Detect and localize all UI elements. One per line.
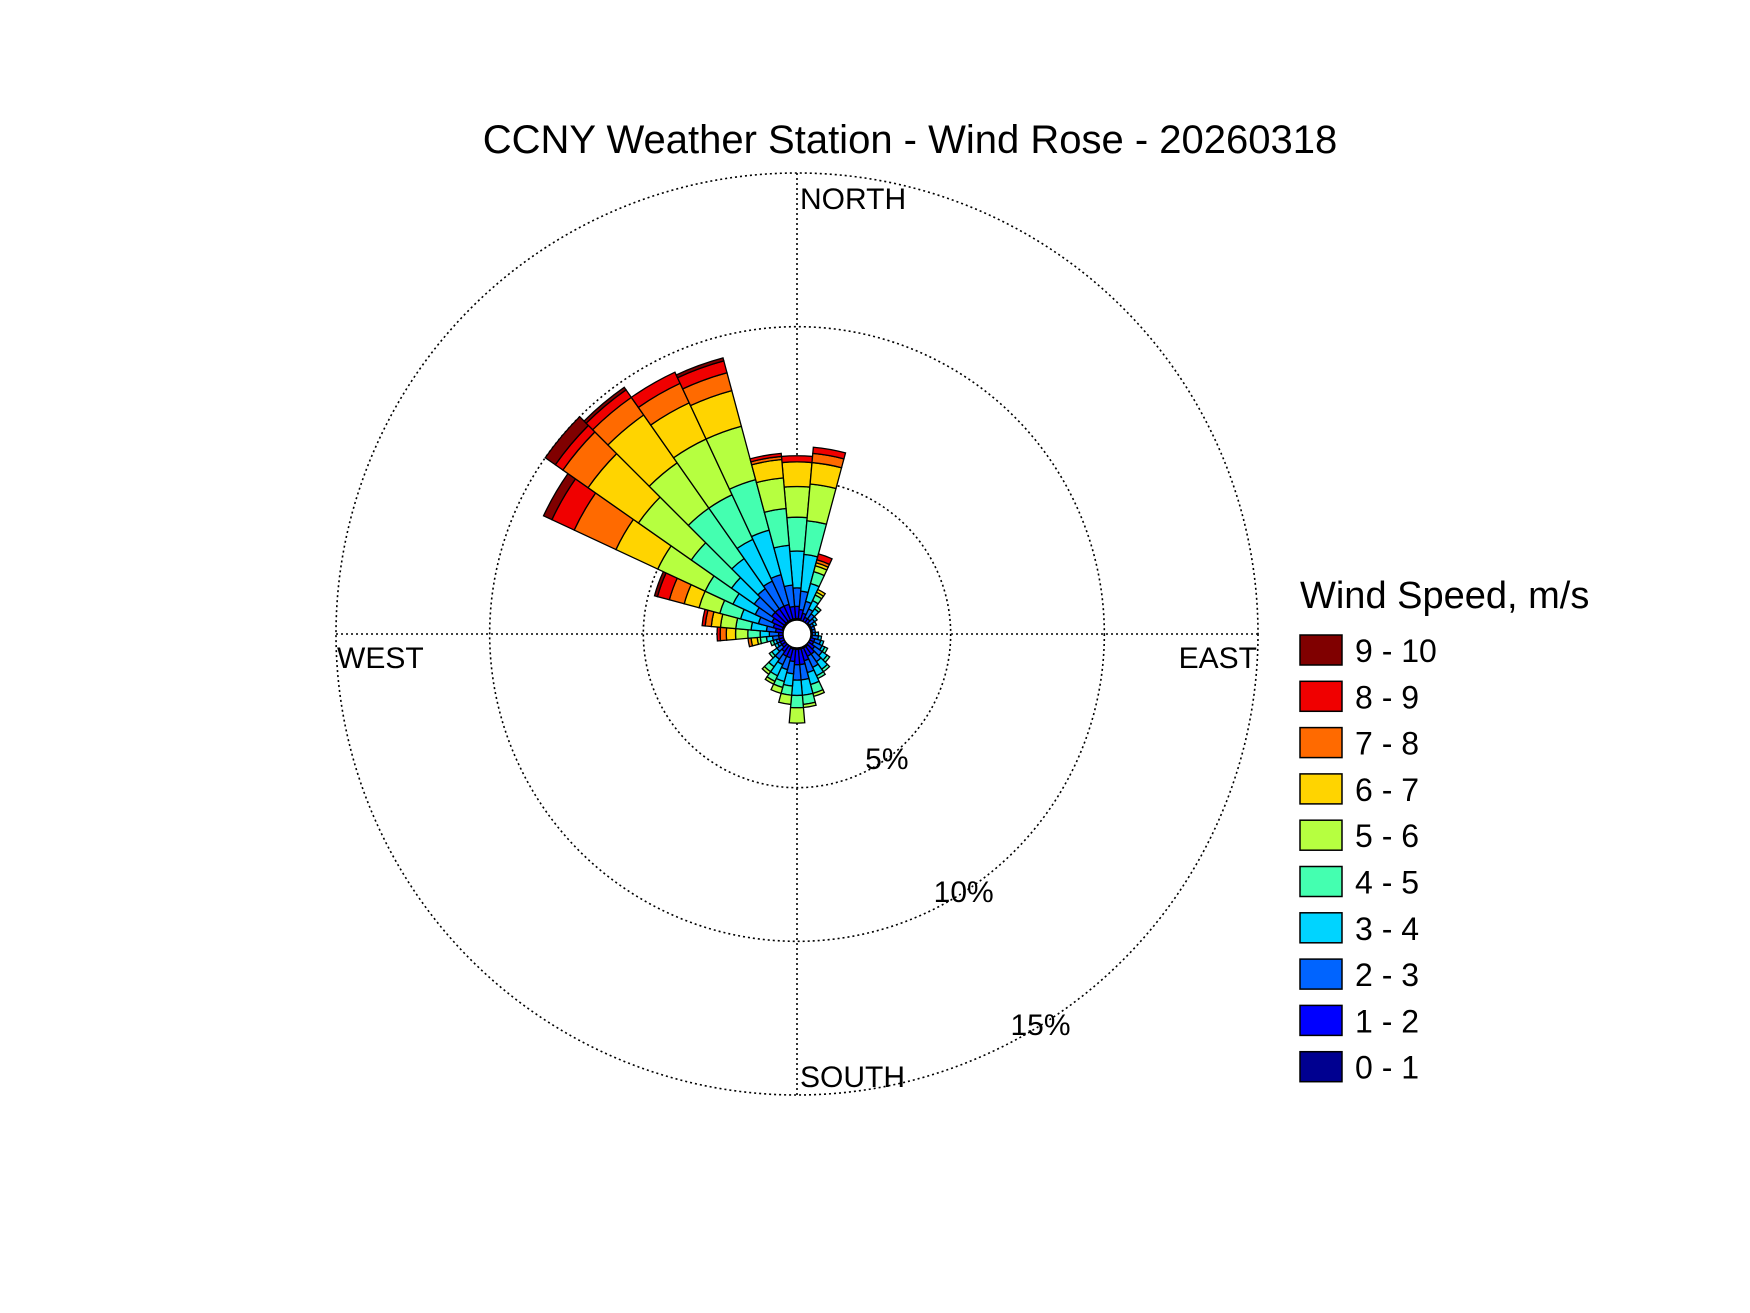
- legend-swatch: [1299, 1004, 1343, 1037]
- legend-label: 1 - 2: [1355, 1003, 1419, 1039]
- grid-ring-10: [488, 325, 1106, 943]
- petal-segment-dir30-bin6: [815, 588, 827, 598]
- petal-segment-dir180-bin5: [788, 706, 806, 724]
- petal-segment-dir40-bin4: [813, 605, 822, 614]
- petal-segment-dir270-bin5: [734, 627, 749, 641]
- legend-title: Wind Speed, m/s: [1300, 575, 1589, 617]
- petal-segment-dir260-bin7: [747, 637, 754, 648]
- east-label: EAST: [1179, 642, 1257, 675]
- west-label: WEST: [337, 642, 424, 675]
- legend: Wind Speed, m/s 9 - 10 8 - 9 7 - 8 6 - 7 5 -…: [1299, 575, 1589, 1086]
- legend-label: 4 - 5: [1355, 865, 1419, 901]
- petal-segment-dir10-bin4: [803, 520, 828, 558]
- legend-swatch: [1299, 819, 1343, 851]
- petal-segment-dir0-bin8: [780, 455, 814, 464]
- petal-segment-dir270-bin7: [719, 626, 728, 642]
- legend-label: 5 - 6: [1355, 818, 1419, 854]
- legend-swatch: [1299, 680, 1343, 713]
- radial-tick-label: 5%: [865, 743, 908, 776]
- legend-swatch: [1299, 1050, 1343, 1083]
- legend-swatch: [1299, 634, 1343, 666]
- wind-petals: [542, 357, 847, 724]
- petal-segment-dir20-bin8: [816, 553, 833, 566]
- petal-segment-dir350-bin8: [749, 452, 783, 463]
- legend-label: 2 - 3: [1355, 957, 1419, 993]
- legend-label: 3 - 4: [1355, 911, 1419, 947]
- petal-segment-dir330-bin8: [630, 371, 681, 409]
- radial-tick-labels: 5% 10% 15%: [865, 743, 1070, 1042]
- petal-segment-dir310-bin9: [544, 415, 590, 466]
- petal-segment-dir200-bin5: [770, 683, 784, 695]
- petal-segment-dir270-bin8: [716, 626, 722, 642]
- legend-swatch: [1299, 726, 1343, 759]
- radial-tick-label: 15%: [1010, 1009, 1070, 1042]
- petal-segment-dir10-bin8: [812, 446, 847, 460]
- petal-segment-dir220-bin5: [761, 665, 772, 676]
- radial-tick-label: 10%: [934, 876, 994, 909]
- center-calm-circle: [782, 619, 812, 649]
- legend-swatch: [1299, 958, 1343, 990]
- petal-segment-dir320-bin9: [583, 386, 627, 425]
- petal-segment-dir0-bin5: [783, 485, 811, 519]
- legend-swatch: [1299, 773, 1343, 805]
- petal-segment-dir60-bin3: [811, 620, 818, 628]
- petal-segment-dir190-bin5: [777, 692, 793, 706]
- petal-segment-dir10-bin5: [806, 483, 837, 525]
- petal-segment-dir230-bin4: [768, 650, 777, 659]
- petal-segment-dir50-bin3: [811, 615, 819, 623]
- south-label: SOUTH: [800, 1061, 905, 1094]
- petal-segment-dir270-bin6: [725, 627, 737, 641]
- legend-label: 9 - 10: [1355, 633, 1437, 669]
- chart-title: CCNY Weather Station - Wind Rose - 20260…: [483, 118, 1338, 162]
- legend-label: 7 - 8: [1355, 726, 1419, 762]
- legend-label: 6 - 7: [1355, 772, 1419, 808]
- grid-ring-5: [642, 479, 952, 789]
- petal-segment-dir180-bin4: [789, 694, 805, 709]
- legend-swatch: [1299, 912, 1343, 944]
- legend-label: 0 - 1: [1355, 1050, 1419, 1086]
- north-label: NORTH: [800, 183, 906, 216]
- petal-segment-dir340-bin9: [675, 357, 725, 379]
- legend-swatch: [1299, 865, 1343, 898]
- petal-segment-dir210-bin5: [764, 675, 776, 686]
- petal-segment-dir0-bin6: [781, 461, 813, 488]
- legend-label: 8 - 9: [1355, 679, 1419, 715]
